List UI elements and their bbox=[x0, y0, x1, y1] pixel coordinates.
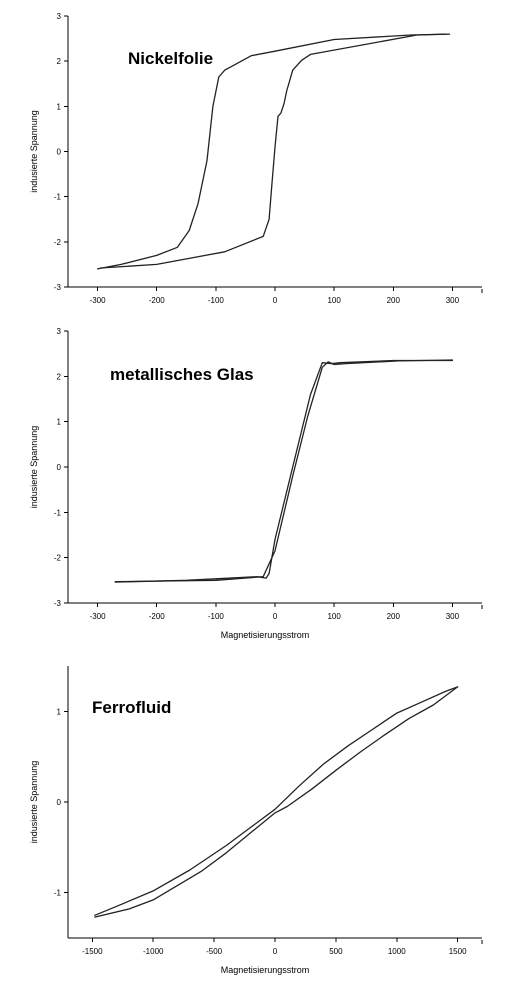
x-tick-label: 100 bbox=[327, 612, 341, 621]
y-tick-label: -3 bbox=[54, 283, 62, 292]
series-line-1 bbox=[114, 359, 454, 583]
chart-2: -300 -200 -100 0 100 200 300 -3 -2 -1 0 1 2 3 indusier… bbox=[29, 327, 483, 640]
x-tick-label: 300 bbox=[446, 296, 460, 305]
y-tick-label: 1 bbox=[57, 418, 62, 427]
x-axis-label: Magnetisierungsstrom bbox=[221, 965, 310, 975]
x-tick-label: 1500 bbox=[449, 947, 467, 956]
x-tick-label: 200 bbox=[387, 296, 401, 305]
x-tick-label: 100 bbox=[327, 296, 341, 305]
x-tick-label: -200 bbox=[149, 612, 166, 621]
y-tick-label: 2 bbox=[57, 57, 62, 66]
series-line-2 bbox=[99, 33, 451, 269]
x-axis-label: Magnetisierungsstrom bbox=[221, 630, 310, 640]
series-line-2 bbox=[114, 359, 454, 583]
x-tick-label: 1000 bbox=[388, 947, 406, 956]
chart-title: Nickelfolie bbox=[128, 49, 213, 68]
y-tick-label: -1 bbox=[54, 889, 62, 898]
y-tick-label: -2 bbox=[54, 554, 62, 563]
chart-title: metallisches Glas bbox=[110, 365, 254, 384]
x-tick-label: 200 bbox=[387, 612, 401, 621]
y-tick-label: 3 bbox=[57, 12, 62, 21]
y-axis-label: indusierte Spannung bbox=[29, 110, 39, 193]
series-line-1 bbox=[96, 33, 448, 270]
y-tick-label: -1 bbox=[54, 193, 62, 202]
y-tick-label: 0 bbox=[57, 798, 62, 807]
chart-title: Ferrofluid bbox=[92, 698, 171, 717]
x-tick-label: -300 bbox=[90, 296, 107, 305]
y-tick-label: 0 bbox=[57, 148, 62, 157]
x-tick-label: 0 bbox=[273, 296, 278, 305]
x-tick-label: -100 bbox=[208, 296, 225, 305]
series-line-2 bbox=[94, 686, 459, 918]
x-tick-label: 500 bbox=[329, 947, 343, 956]
y-tick-label: -2 bbox=[54, 238, 62, 247]
x-tick-label: -200 bbox=[149, 296, 166, 305]
y-tick-label: -1 bbox=[54, 508, 62, 517]
x-tick-label: -500 bbox=[206, 947, 223, 956]
x-tick-label: -1500 bbox=[82, 947, 103, 956]
y-tick-label: 1 bbox=[57, 102, 62, 111]
y-axis-label: indusierte Spannung bbox=[29, 426, 39, 509]
y-tick-label: 0 bbox=[57, 463, 62, 472]
x-tick-label: -300 bbox=[90, 612, 107, 621]
y-tick-label: 2 bbox=[57, 372, 62, 381]
x-tick-label: 300 bbox=[446, 612, 460, 621]
y-axis-label: indusierte Spannung bbox=[29, 761, 39, 844]
x-tick-label: -1000 bbox=[143, 947, 164, 956]
chart-3: -1500 -1000 -500 0 500 1000 1500 -1 0 1 indusierte… bbox=[29, 666, 483, 975]
y-tick-label: -3 bbox=[54, 599, 62, 608]
chart-1: -300 -200 -100 0 100 200 300 -3 -2 -1 0 1 2 3 indusier… bbox=[29, 12, 483, 305]
y-tick-label: 3 bbox=[57, 327, 62, 336]
x-tick-label: -100 bbox=[208, 612, 225, 621]
x-tick-label: 0 bbox=[273, 947, 278, 956]
x-tick-label: 0 bbox=[273, 612, 278, 621]
series-line-1 bbox=[94, 686, 459, 916]
y-tick-label: 1 bbox=[57, 707, 62, 716]
